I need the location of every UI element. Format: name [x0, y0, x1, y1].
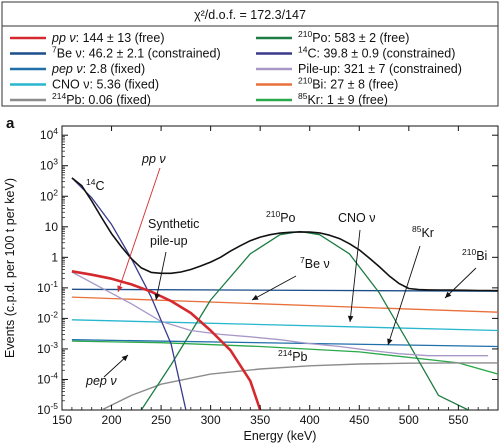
annotation-text: CNO ν	[338, 211, 376, 225]
legend-item-pep-2-8-fixed: pep ν: 2.8 (fixed)	[10, 62, 145, 76]
x-tick-label: 450	[349, 413, 369, 427]
x-tick-label: 400	[300, 413, 320, 427]
annotation-text: 210Bi	[462, 247, 487, 263]
x-tick-label: 500	[399, 413, 419, 427]
annotation-7be: 7Be ν	[251, 255, 330, 301]
annotation-arrow-line	[251, 275, 297, 301]
annotation-pp: pp ν	[117, 152, 166, 293]
annotation-text: 14C	[86, 177, 105, 193]
annotation-214pb: 214Pb	[278, 348, 308, 364]
annotation-210po: 210Po	[266, 209, 296, 225]
legend-item-210po-583-2-free: 210Po: 583 ± 2 (free)	[256, 29, 409, 45]
y-tick-label: 104	[40, 126, 58, 142]
legend-label: 7Be ν: 46.2 ± 2.1 (constrained)	[52, 45, 221, 61]
x-tick-label: 250	[151, 413, 171, 427]
legend-item-7be-46-2-2-1-constrained: 7Be ν: 46.2 ± 2.1 (constrained)	[10, 45, 221, 61]
annotation-arrow-line	[349, 229, 361, 323]
annotation-arrow-head	[445, 291, 452, 298]
annotation-arrow-line	[117, 167, 161, 293]
legend-label: 214Pb: 0.06 (fixed)	[52, 91, 151, 107]
x-tick-label: 150	[52, 413, 72, 427]
annotation-arrow-line	[155, 251, 167, 301]
annotation-arrow-head	[154, 293, 160, 300]
series-bi210	[71, 296, 498, 313]
legend-item-85kr-1-9-free: 85Kr: 1 ± 9 (free)	[256, 91, 388, 107]
annotation-pep: pep ν	[85, 354, 129, 388]
legend-label: pp ν: 144 ± 13 (free)	[51, 31, 165, 45]
series-kr85	[71, 340, 498, 375]
series-cno	[71, 319, 498, 332]
legend-item-210bi-27-8-free: 210Bi: 27 ± 8 (free)	[256, 76, 398, 92]
annotation-85kr: 85Kr	[387, 224, 434, 346]
series-pb214	[101, 362, 498, 410]
legend-label: 210Bi: 27 ± 8 (free)	[298, 76, 398, 92]
annotation-text: 210Po	[266, 209, 296, 225]
legend-item-214pb-0-06-fixed: 214Pb: 0.06 (fixed)	[10, 91, 151, 107]
series-pp	[71, 270, 262, 410]
legend-label: pep ν: 2.8 (fixed)	[51, 62, 145, 76]
x-tick-label: 550	[448, 413, 468, 427]
annotation-arrow-line	[387, 245, 421, 346]
annotation-arrow-head	[117, 285, 123, 292]
annotation-synthetic: Synthetic	[148, 217, 199, 231]
annotation-text: Synthetic	[148, 217, 199, 231]
legend-label: Pile-up: 321 ± 7 (constrained)	[298, 62, 462, 76]
annotation-text: 7Be ν	[300, 255, 330, 271]
series-data	[71, 177, 498, 292]
y-tick-label: 102	[40, 187, 58, 203]
series-layer	[71, 177, 498, 410]
annotation-arrow-head	[347, 315, 354, 322]
y-tick-label: 1	[51, 250, 58, 264]
legend-box: χ²/d.o.f. = 172.3/147 pp ν: 144 ± 13 (fr…	[1, 1, 499, 107]
y-tick-label: 10-1	[37, 279, 58, 295]
legend-label: CNO ν: 5.36 (fixed)	[52, 78, 159, 92]
y-tick-label: 10-5	[37, 401, 58, 417]
legend-label: 14C: 39.8 ± 0.9 (constrained)	[298, 45, 455, 61]
y-tick-label: 10-3	[37, 340, 58, 356]
panel-label: a	[6, 115, 15, 132]
legend-item-cno-5-36-fixed: CNO ν: 5.36 (fixed)	[10, 78, 159, 92]
annotation-arrow-head	[387, 338, 393, 345]
legend-label: 210Po: 583 ± 2 (free)	[298, 29, 409, 45]
annotation-arrow-head	[121, 355, 128, 362]
annotation-text: 214Pb	[278, 348, 308, 364]
plot-area: pp ν 14C Synthetic pile-up 210Po CNO ν 85Kr 7Be…	[37, 125, 499, 427]
annotation-layer: pp ν 14C Synthetic pile-up 210Po CNO ν 85Kr 7Be…	[85, 152, 487, 388]
legend-item-pile-up-321-7-constraine: Pile-up: 321 ± 7 (constrained)	[256, 62, 462, 76]
legend-item-pp-144-13-free: pp ν: 144 ± 13 (free)	[10, 31, 165, 45]
annotation-cno: CNO ν	[338, 211, 376, 323]
series-pep	[71, 339, 498, 348]
series-pileup	[71, 271, 489, 357]
y-axis-title: Events (c.p.d. per 100 t per keV)	[3, 178, 17, 358]
annotation-arrow-line	[444, 267, 477, 299]
annotation-text: pep ν	[85, 374, 117, 388]
annotation-text: pile-up	[150, 234, 188, 248]
annotation-210bi: 210Bi	[444, 247, 487, 299]
annotation-arrow-head	[252, 294, 259, 300]
x-tick-label: 200	[102, 413, 122, 427]
annotation-text: 85Kr	[412, 224, 434, 240]
fit-summary: χ²/d.o.f. = 172.3/147	[194, 8, 306, 22]
x-tick-label: 300	[201, 413, 221, 427]
y-tick-label: 10	[45, 220, 59, 234]
legend-entries: pp ν: 144 ± 13 (free)7Be ν: 46.2 ± 2.1 (…	[10, 29, 462, 107]
legend-item-14c-39-8-0-9-constrained: 14C: 39.8 ± 0.9 (constrained)	[256, 45, 455, 61]
annotation-text: pp ν	[141, 152, 166, 166]
axis-layer: 150 200 250 300 350 400 450 500 550 10-5 10-4 10-3 1…	[37, 125, 498, 427]
legend-label: 85Kr: 1 ± 9 (free)	[298, 91, 388, 107]
y-tick-label: 10-2	[37, 309, 58, 325]
series-po210	[140, 230, 469, 410]
x-axis-title: Energy (keV)	[244, 429, 317, 443]
annotation-pile-up: pile-up	[150, 234, 188, 301]
annotation-14c: 14C	[86, 177, 105, 193]
x-tick-label: 350	[250, 413, 270, 427]
y-tick-label: 10-4	[37, 370, 58, 386]
y-tick-label: 103	[40, 157, 58, 173]
